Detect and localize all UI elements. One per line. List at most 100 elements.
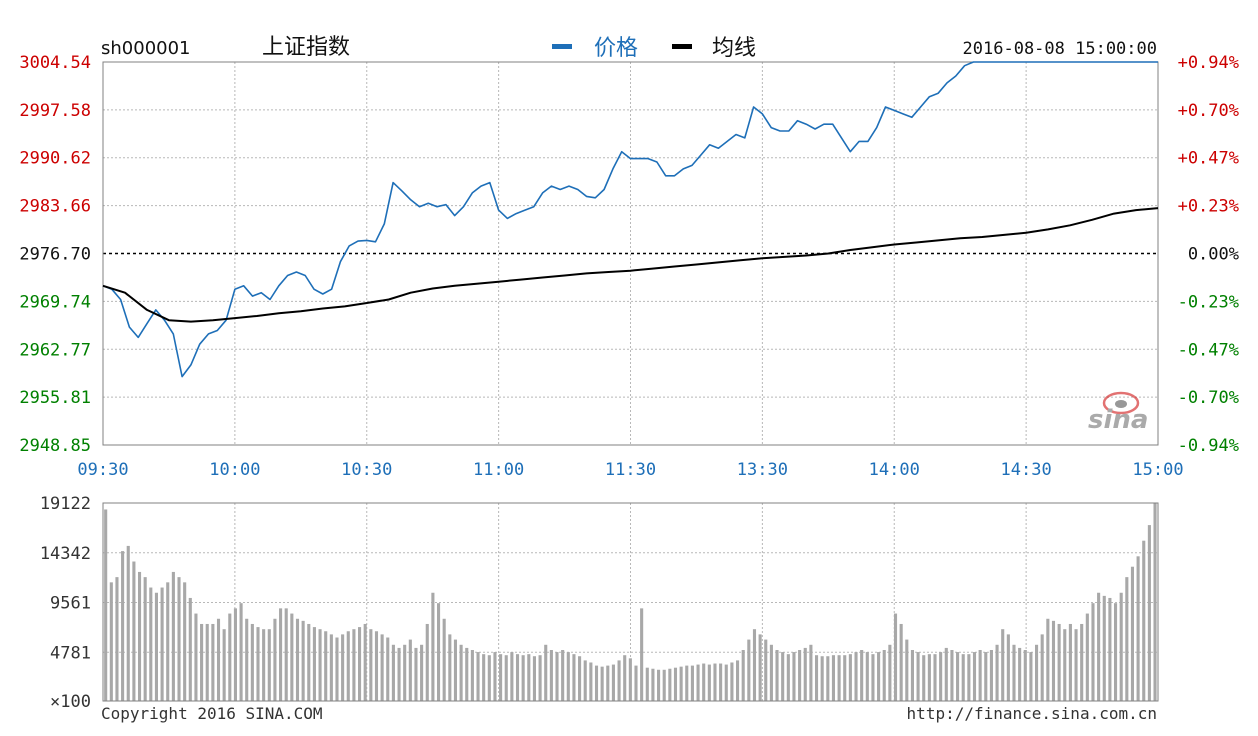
volume-bar [109,582,113,701]
volume-bar [651,668,655,701]
volume-bar [916,652,920,701]
volume-bar [572,654,576,701]
volume-bar [250,623,254,701]
volume-bar [104,509,108,701]
volume-bar [736,660,740,701]
volume-bar [809,644,813,701]
volume-bar [668,668,672,701]
volume-bar [645,667,649,701]
volume-bar [352,629,356,701]
volume-bar [594,665,599,701]
x-tick-label: 10:00 [209,460,260,480]
volume-bar [154,592,158,701]
volume-bar [1051,620,1056,701]
volume-bar [341,634,345,701]
volume-bar [1063,629,1067,701]
volume-bar [854,652,858,701]
volume-bar [121,551,125,701]
volume-bar [177,577,181,701]
x-tick-label: 09:30 [77,460,128,480]
volume-bar [933,654,937,701]
x-tick-label: 11:00 [473,460,524,480]
volume-bar [798,650,802,701]
volume-bar [696,664,700,701]
volume-bar [724,664,728,701]
volume-bar [1113,603,1118,701]
volume-bar [1147,525,1151,701]
volume-bar [284,608,288,701]
volume-bar [769,644,773,701]
volume-bar [149,587,153,701]
volume-bar [640,608,644,701]
volume-bar [143,577,147,701]
pct-tick-label: -0.47% [1178,340,1239,360]
pct-tick-label: +0.94% [1178,53,1239,73]
sina-eye-icon [1102,391,1140,415]
volume-bar [1057,623,1061,701]
volume-bar [741,650,745,701]
volume-bar [792,652,796,701]
footer: Copyright 2016 SINA.COM http://finance.s… [101,704,1157,723]
volume-bar [403,644,407,701]
volume-bar [442,618,446,701]
volume-bar [1040,634,1044,701]
volume-bar [662,669,666,701]
volume-bar [363,623,367,701]
volume-bar [380,634,384,701]
volume-bar [848,654,852,701]
header: sh000001 上证指数 价格 均线 2016-08-08 15:00:00 [101,35,1157,61]
pct-tick-label: -0.94% [1178,436,1239,456]
volume-bar [267,629,271,701]
volume-bar [504,655,508,701]
avg-legend-swatch [672,44,692,49]
pct-tick-label: 0.00% [1188,244,1239,264]
volume-bar [561,650,565,701]
volume-bar [939,652,943,701]
volume-bar [752,629,757,701]
volume-panel: 19122 14342 9561 4781 ×100 [40,494,1159,712]
timestamp: 2016-08-08 15:00:00 [963,39,1157,59]
volume-bar [499,654,503,701]
volume-bar [137,571,142,701]
volume-bar [555,652,559,701]
y-tick-label: 2983.66 [19,197,91,217]
volume-bar [927,654,931,701]
volume-bar [1029,652,1033,701]
volume-bar [673,667,678,701]
volume-bar [1001,629,1005,701]
volume-bar [329,634,333,701]
volume-bar [1074,629,1078,701]
volume-bar [814,655,819,701]
volume-bar [730,662,734,701]
volume-tick-label: ×100 [50,692,91,712]
volume-bar [420,644,424,701]
volume-bar [211,623,215,701]
volume-frame [102,502,1159,702]
source-url: http://finance.sina.com.cn [907,704,1157,723]
volume-bar [391,644,395,701]
volume-bar [273,618,277,701]
volume-bar [239,603,243,701]
volume-bar [1102,595,1106,701]
volume-bar [279,608,283,701]
pct-tick-label: +0.47% [1178,149,1239,169]
volume-bar [459,644,463,701]
price-legend-label: 价格 [594,36,638,61]
volume-bar [865,652,869,701]
volume-bar [690,665,694,701]
volume-bar [465,647,469,701]
volume-bar [781,652,785,701]
volume-bar [860,650,864,701]
volume-bar [346,631,350,701]
volume-bar [183,582,187,701]
volume-tick-label: 19122 [40,494,91,514]
volume-bar [532,656,536,701]
volume-bar [837,655,841,701]
volume-bar [521,655,525,701]
pct-tick-label: -0.23% [1178,292,1239,312]
volume-bar [967,654,971,701]
symbol-label: sh000001 [101,38,191,59]
volume-bar [685,665,689,701]
volume-bar [538,655,542,701]
volume-bar [972,652,977,701]
